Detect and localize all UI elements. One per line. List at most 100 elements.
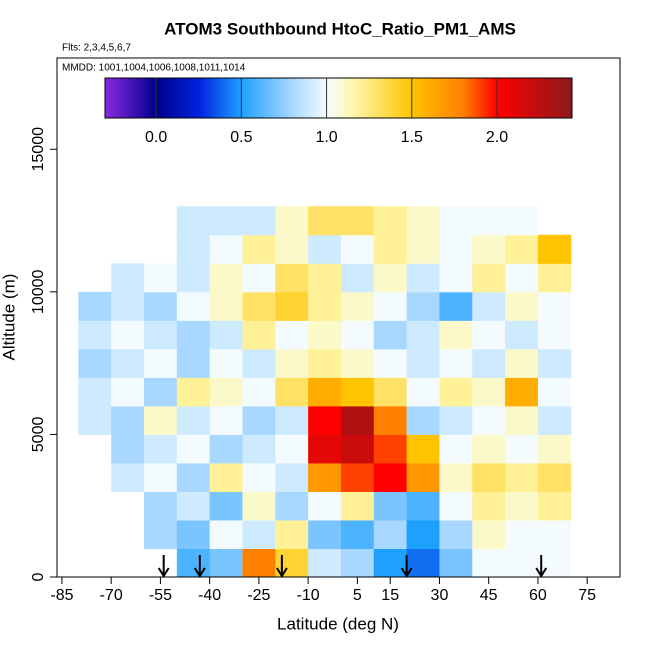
heat-cell	[472, 377, 506, 407]
heat-cell	[242, 548, 276, 578]
heat-cell	[439, 405, 473, 435]
heat-cell	[537, 434, 572, 464]
y-tick-label: 0	[30, 572, 47, 581]
heat-cell	[439, 462, 473, 492]
heat-cell	[373, 234, 408, 264]
heat-cell	[505, 320, 539, 350]
heat-cell	[209, 263, 243, 293]
y-tick-label: 15000	[30, 127, 47, 172]
heat-cell	[275, 320, 309, 350]
heat-cell	[143, 434, 178, 464]
heat-cell	[78, 291, 112, 321]
heat-cell	[308, 206, 342, 236]
cells	[78, 206, 572, 578]
heat-cell	[537, 405, 572, 435]
heat-cell	[111, 434, 145, 464]
heat-cell	[340, 548, 375, 578]
heat-cell	[373, 320, 408, 350]
arrow-head	[276, 567, 288, 578]
heat-cell	[308, 320, 342, 350]
heat-cell	[406, 548, 440, 578]
x-tick-label: 5	[353, 587, 362, 604]
x-tick-label: -85	[50, 587, 73, 604]
heat-cell	[143, 405, 178, 435]
heat-cell	[537, 234, 572, 264]
heat-cell	[242, 491, 276, 521]
heat-cell	[472, 263, 506, 293]
heat-cell	[111, 462, 145, 492]
heat-cell	[472, 234, 506, 264]
heat-cell	[143, 263, 178, 293]
heat-cell	[472, 462, 506, 492]
heat-cell	[406, 491, 440, 521]
heat-cell	[406, 405, 440, 435]
heat-cell	[472, 519, 506, 549]
heat-cell	[373, 263, 408, 293]
heat-cell	[505, 348, 539, 378]
heat-cell	[78, 377, 112, 407]
heat-cell	[275, 434, 309, 464]
heat-cell	[242, 462, 276, 492]
heat-cell	[308, 291, 342, 321]
x-tick-label: 60	[529, 587, 547, 604]
heat-cell	[242, 348, 276, 378]
heat-cell	[537, 519, 572, 549]
heat-cell	[78, 348, 112, 378]
heat-cell	[209, 291, 243, 321]
arrow-head	[193, 567, 206, 578]
heat-cell	[439, 348, 473, 378]
heat-cell	[143, 348, 178, 378]
flights-note: Flts: 2,3,4,5,6,7	[62, 43, 131, 54]
heat-cell	[340, 320, 375, 350]
heat-cell	[209, 548, 243, 578]
heat-cell	[439, 291, 473, 321]
heat-cell	[176, 519, 211, 549]
heat-cell	[472, 434, 506, 464]
heat-cell	[537, 491, 572, 521]
arrow	[276, 555, 288, 578]
y-tick-label: 5000	[30, 417, 47, 453]
heat-cell	[439, 263, 473, 293]
heat-cell	[308, 348, 342, 378]
heat-cell	[209, 206, 243, 236]
heat-cell	[308, 519, 342, 549]
heat-cell	[537, 320, 572, 350]
heat-cell	[340, 263, 375, 293]
heat-cell	[308, 234, 342, 264]
heat-cell	[209, 234, 243, 264]
heat-cell	[340, 462, 375, 492]
heat-cell	[308, 491, 342, 521]
heat-cell	[505, 548, 539, 578]
heat-cell	[209, 405, 243, 435]
heat-cell	[439, 434, 473, 464]
heat-cell	[209, 462, 243, 492]
x-tick-label: -55	[149, 587, 172, 604]
heat-cell	[143, 320, 178, 350]
x-tick-label: -40	[198, 587, 221, 604]
heat-cell	[176, 206, 211, 236]
heat-cell	[373, 348, 408, 378]
heat-cell	[275, 519, 309, 549]
colorbar-tick-label: 0.0	[145, 129, 167, 146]
heat-cell	[373, 291, 408, 321]
heat-cell	[439, 234, 473, 264]
heat-cell	[176, 434, 211, 464]
x-tick-label: 15	[381, 587, 399, 604]
heat-cell	[176, 491, 211, 521]
heat-cell	[275, 234, 309, 264]
x-tick-label: -25	[247, 587, 270, 604]
heat-cell	[209, 320, 243, 350]
heat-cell	[340, 491, 375, 521]
arrow	[193, 555, 206, 578]
heat-cell	[111, 405, 145, 435]
heat-cell	[275, 291, 309, 321]
heat-cell	[439, 491, 473, 521]
heat-cell	[406, 377, 440, 407]
heat-cell	[340, 348, 375, 378]
heat-cell	[472, 291, 506, 321]
x-tick-label: 75	[578, 587, 596, 604]
heat-cell	[406, 462, 440, 492]
colorbar-tick-label: 1.5	[401, 129, 423, 146]
heat-cell	[406, 291, 440, 321]
heat-cell	[340, 206, 375, 236]
